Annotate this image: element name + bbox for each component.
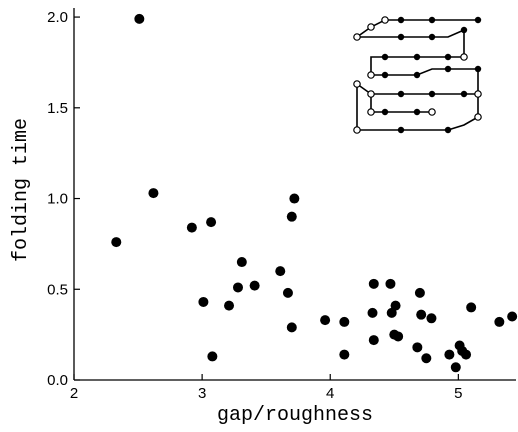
data-point: [186, 222, 197, 233]
bead-filled: [381, 71, 389, 79]
data-point: [148, 188, 159, 199]
data-point: [412, 342, 423, 353]
data-point: [249, 280, 260, 291]
x-tick-label: 3: [198, 385, 206, 402]
data-point: [466, 302, 477, 313]
bead-filled: [444, 53, 452, 61]
x-tick-label: 2: [70, 385, 78, 402]
bead-open: [460, 53, 468, 61]
data-point: [286, 322, 297, 333]
tick-labels: 2 3 4 5 0.0 0.5 1.0 1.5 2.0: [47, 9, 462, 402]
data-point: [236, 257, 247, 268]
data-point: [134, 13, 145, 24]
data-point: [339, 316, 350, 327]
y-tick-label: 1.0: [47, 191, 68, 208]
data-point: [320, 315, 331, 326]
bead-open: [367, 71, 375, 79]
bead-open: [381, 16, 389, 24]
data-points: [111, 13, 518, 373]
bead-filled: [428, 90, 436, 98]
data-point: [368, 335, 379, 346]
data-point: [282, 287, 293, 298]
data-point: [507, 311, 518, 322]
data-point: [416, 309, 427, 320]
data-point: [450, 362, 461, 373]
data-point: [207, 351, 218, 362]
data-point: [198, 296, 209, 307]
x-axis-title: gap/roughness: [217, 404, 373, 427]
data-point: [390, 300, 401, 311]
data-point: [111, 237, 122, 248]
bead-filled: [428, 33, 436, 41]
bead-filled: [381, 53, 389, 61]
chain-beads: [353, 16, 482, 134]
data-point: [494, 316, 505, 327]
bead-open: [353, 80, 361, 88]
bead-filled: [428, 16, 436, 24]
bead-filled: [413, 53, 421, 61]
bead-filled: [444, 126, 452, 134]
x-tick-label: 4: [326, 385, 334, 402]
data-point: [224, 300, 235, 311]
data-point: [206, 217, 217, 228]
data-point: [339, 349, 350, 360]
bead-filled: [381, 108, 389, 116]
data-point: [286, 211, 297, 222]
bead-filled: [397, 33, 405, 41]
bead-open: [353, 126, 361, 134]
x-tick-label: 5: [454, 385, 462, 402]
bead-filled: [413, 108, 421, 116]
data-point: [421, 353, 432, 364]
y-tick-label: 0.5: [47, 281, 68, 298]
chain-backbone: [354, 19, 479, 131]
bead-filled: [474, 16, 482, 24]
bead-filled: [444, 65, 452, 73]
data-point: [461, 349, 472, 360]
bead-open: [367, 90, 375, 98]
data-point: [275, 266, 286, 277]
bead-open: [474, 90, 482, 98]
bead-open: [353, 33, 361, 41]
bead-filled: [460, 26, 468, 34]
data-point: [289, 193, 300, 204]
y-tick-label: 2.0: [47, 9, 68, 26]
bead-open: [428, 108, 436, 116]
y-axis-title: folding time: [10, 118, 33, 262]
lattice-protein-conformation-icon: [353, 16, 482, 134]
bead-open: [474, 113, 482, 121]
bead-filled: [413, 71, 421, 79]
bead-filled: [460, 90, 468, 98]
bead-filled: [397, 16, 405, 24]
data-point: [385, 278, 396, 289]
data-point: [232, 282, 243, 293]
bead-filled: [397, 90, 405, 98]
axes: [73, 8, 516, 381]
data-point: [426, 313, 437, 324]
data-point: [393, 331, 404, 342]
data-point: [368, 278, 379, 289]
data-point: [414, 287, 425, 298]
data-point: [444, 349, 455, 360]
bead-open: [367, 23, 375, 31]
data-point: [367, 307, 378, 318]
y-tick-label: 0.0: [47, 372, 68, 389]
y-tick-label: 1.5: [47, 100, 68, 117]
bead-filled: [474, 65, 482, 73]
bead-open: [367, 108, 375, 116]
bead-filled: [397, 126, 405, 134]
